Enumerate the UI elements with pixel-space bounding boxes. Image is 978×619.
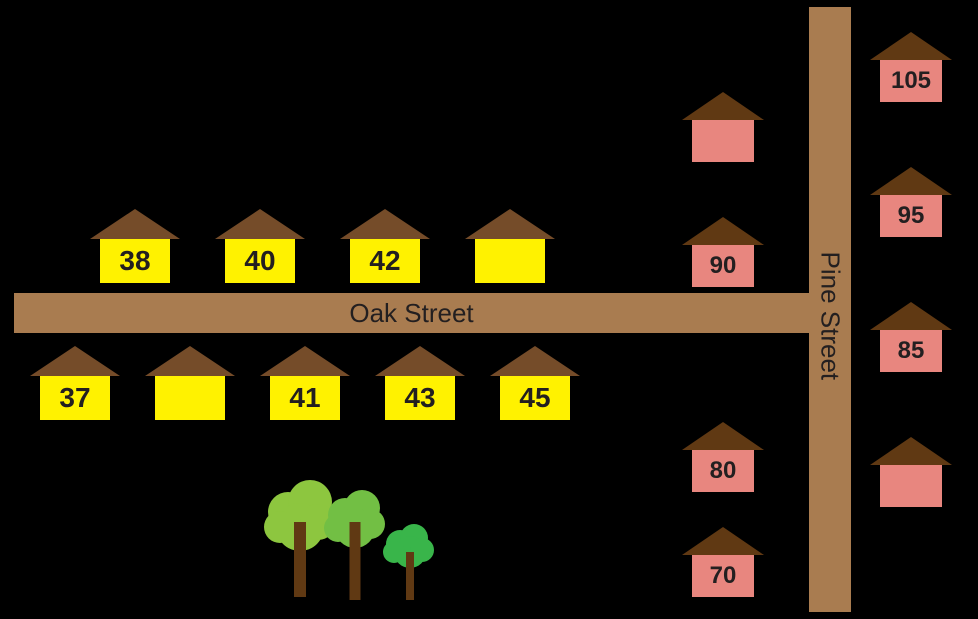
roof-icon: [145, 346, 235, 376]
house-number: 37: [40, 376, 110, 420]
house-number: 43: [385, 376, 455, 420]
house-pine-west-2: 80: [692, 422, 754, 492]
roof-icon: [260, 346, 350, 376]
house-pine-west-3: 70: [692, 527, 754, 597]
house-number: 80: [692, 450, 754, 492]
roof-icon: [490, 346, 580, 376]
house-oak-north-1: 40: [225, 209, 295, 283]
house-oak-south-4: 45: [500, 346, 570, 420]
house-pine-east-2: 85: [880, 302, 942, 372]
road-pine-label: Pine Street: [815, 252, 846, 372]
house-oak-south-3: 43: [385, 346, 455, 420]
house-number: 40: [225, 239, 295, 283]
roof-icon: [870, 32, 952, 60]
house-pine-east-3: [880, 437, 942, 507]
house-pine-east-0: 105: [880, 32, 942, 102]
house-number: [880, 465, 942, 507]
roof-icon: [870, 437, 952, 465]
house-number: [692, 120, 754, 162]
house-pine-west-0: [692, 92, 754, 162]
road-oak-label: Oak Street: [349, 298, 473, 329]
house-number: 90: [692, 245, 754, 287]
roof-icon: [682, 527, 764, 555]
tree-icon: [380, 512, 440, 600]
house-pine-west-1: 90: [692, 217, 754, 287]
roof-icon: [215, 209, 305, 239]
house-number: 85: [880, 330, 942, 372]
roof-icon: [682, 422, 764, 450]
roof-icon: [870, 302, 952, 330]
house-number: [475, 239, 545, 283]
roof-icon: [340, 209, 430, 239]
house-pine-east-1: 95: [880, 167, 942, 237]
house-number: 70: [692, 555, 754, 597]
house-number: 38: [100, 239, 170, 283]
roof-icon: [30, 346, 120, 376]
roof-icon: [375, 346, 465, 376]
roof-icon: [682, 217, 764, 245]
roof-icon: [90, 209, 180, 239]
house-number: 45: [500, 376, 570, 420]
house-oak-north-0: 38: [100, 209, 170, 283]
house-number: [155, 376, 225, 420]
house-oak-north-2: 42: [350, 209, 420, 283]
roof-icon: [870, 167, 952, 195]
house-oak-north-3: [475, 209, 545, 283]
house-number: 41: [270, 376, 340, 420]
house-oak-south-0: 37: [40, 346, 110, 420]
road-oak-street: Oak Street: [14, 293, 809, 333]
house-number: 95: [880, 195, 942, 237]
roof-icon: [465, 209, 555, 239]
roof-icon: [682, 92, 764, 120]
house-oak-south-2: 41: [270, 346, 340, 420]
house-oak-south-1: [155, 346, 225, 420]
house-number: 42: [350, 239, 420, 283]
house-number: 105: [880, 60, 942, 102]
